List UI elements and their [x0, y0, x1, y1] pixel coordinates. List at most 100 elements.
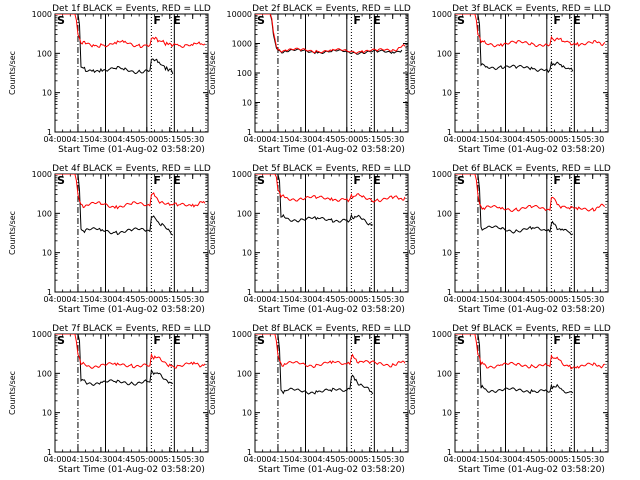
x-tick-label: 04:15	[66, 135, 89, 144]
y-tick-label: 10	[42, 249, 52, 258]
x-tick-label: 04:15	[66, 455, 89, 464]
x-tick-label: 04:15	[466, 135, 489, 144]
y-tick-label: 100	[437, 369, 452, 378]
series-line-events	[77, 14, 174, 75]
x-tick-label: 05:15	[158, 135, 181, 144]
x-tick-label: 05:00	[535, 295, 558, 304]
y-tick-label: 1	[247, 288, 252, 297]
x-tick-label: 05:30	[381, 295, 404, 304]
chart-panel-7: Det 7f BLACK = Events, RED = LLD Counts/s…	[8, 324, 211, 475]
x-axis-label: Start Time (01-Aug-02 03:58:20)	[258, 305, 405, 315]
marker-label: S	[257, 174, 265, 187]
marker-label: F	[553, 334, 561, 347]
y-tick-label: 1	[447, 288, 452, 297]
x-tick-label: 04:30	[289, 135, 312, 144]
x-tick-label: 05:15	[358, 135, 381, 144]
y-axis-label: Counts/sec	[8, 211, 17, 255]
marker-label: E	[573, 334, 581, 347]
marker-label: F	[353, 174, 361, 187]
x-tick-label: 05:15	[158, 295, 181, 304]
x-tick-label: 04:45	[112, 295, 135, 304]
chart-title: Det 2f BLACK = Events, RED = LLD	[252, 4, 411, 14]
x-axis-label: Start Time (01-Aug-02 03:58:20)	[458, 145, 605, 155]
y-tick-label: 1000	[232, 330, 252, 339]
marker-label: S	[57, 174, 65, 187]
x-axis-label: Start Time (01-Aug-02 03:58:20)	[58, 465, 205, 475]
x-tick-label: 04:30	[489, 135, 512, 144]
x-tick-label: 04:45	[312, 295, 335, 304]
x-axis-label: Start Time (01-Aug-02 03:58:20)	[458, 305, 605, 315]
x-axis-label: Start Time (01-Aug-02 03:58:20)	[458, 465, 605, 475]
y-tick-label: 10	[442, 409, 452, 418]
x-tick-label: 04:15	[466, 455, 489, 464]
x-tick-label: 04:15	[66, 295, 89, 304]
y-tick-label: 1	[247, 128, 252, 137]
marker-label: E	[573, 14, 581, 27]
y-tick-label: 10000	[227, 10, 252, 19]
y-axis-label: Counts/sec	[8, 51, 17, 95]
marker-label: E	[173, 174, 181, 187]
x-tick-label: 05:00	[535, 135, 558, 144]
x-tick-label: 05:30	[581, 455, 604, 464]
chart-panel-2: Det 2f BLACK = Events, RED = LLD Counts/s…	[208, 4, 411, 155]
y-tick-label: 100	[37, 49, 52, 58]
chart-title: Det 1f BLACK = Events, RED = LLD	[52, 4, 211, 14]
y-axis-label: Counts/sec	[408, 51, 417, 95]
y-tick-label: 100	[37, 369, 52, 378]
y-tick-label: 10	[42, 89, 52, 98]
x-tick-label: 04:45	[512, 135, 535, 144]
series-line-lld	[455, 14, 606, 48]
x-tick-label: 05:00	[335, 295, 358, 304]
y-tick-label: 1000	[232, 40, 252, 49]
x-tick-label: 05:30	[381, 455, 404, 464]
x-tick-label: 05:00	[335, 455, 358, 464]
y-tick-label: 1	[247, 448, 252, 457]
series-line-lld	[455, 334, 605, 370]
chart-panel-6: Det 6f BLACK = Events, RED = LLD Counts/s…	[408, 164, 611, 315]
y-tick-label: 10	[42, 409, 52, 418]
series-line-events	[77, 174, 174, 236]
y-axis-label: Counts/sec	[208, 51, 217, 95]
x-tick-label: 05:00	[135, 455, 158, 464]
chart-title: Det 5f BLACK = Events, RED = LLD	[252, 164, 411, 174]
x-tick-label: 04:15	[466, 295, 489, 304]
x-tick-label: 04:30	[289, 295, 312, 304]
y-tick-label: 100	[237, 209, 252, 218]
chart-panel-4: Det 4f BLACK = Events, RED = LLD Counts/s…	[8, 164, 211, 315]
series-line-events	[77, 334, 173, 386]
x-tick-label: 05:30	[181, 295, 204, 304]
marker-label: E	[573, 174, 581, 187]
marker-label: S	[457, 334, 465, 347]
y-axis-label: Counts/sec	[408, 371, 417, 415]
marker-label: F	[153, 174, 161, 187]
y-tick-label: 1	[47, 288, 52, 297]
series-line-lld	[55, 14, 206, 49]
y-tick-label: 10	[242, 249, 252, 258]
chart-panel-8: Det 8f BLACK = Events, RED = LLD Counts/s…	[208, 324, 411, 475]
series-line-events	[477, 14, 574, 74]
y-tick-label: 10	[442, 89, 452, 98]
x-tick-label: 05:15	[558, 455, 581, 464]
x-tick-label: 04:45	[312, 455, 335, 464]
marker-label: F	[153, 334, 161, 347]
x-tick-label: 05:00	[335, 135, 358, 144]
x-tick-label: 05:30	[381, 135, 404, 144]
x-tick-label: 04:15	[266, 455, 289, 464]
x-tick-label: 05:30	[581, 135, 604, 144]
y-tick-label: 1000	[432, 170, 452, 179]
marker-label: E	[173, 334, 181, 347]
chart-title: Det 3f BLACK = Events, RED = LLD	[452, 4, 611, 14]
series-line-lld	[455, 174, 606, 213]
x-tick-label: 04:30	[489, 455, 512, 464]
x-tick-label: 05:30	[181, 135, 204, 144]
marker-label: E	[173, 14, 181, 27]
marker-label: E	[373, 334, 381, 347]
y-tick-label: 10	[242, 99, 252, 108]
x-tick-label: 04:15	[266, 135, 289, 144]
x-tick-label: 04:00	[43, 135, 66, 144]
series-line-lld	[55, 334, 206, 369]
y-tick-label: 100	[37, 209, 52, 218]
y-tick-label: 1000	[232, 170, 252, 179]
y-tick-label: 1	[447, 128, 452, 137]
x-tick-label: 05:15	[158, 455, 181, 464]
